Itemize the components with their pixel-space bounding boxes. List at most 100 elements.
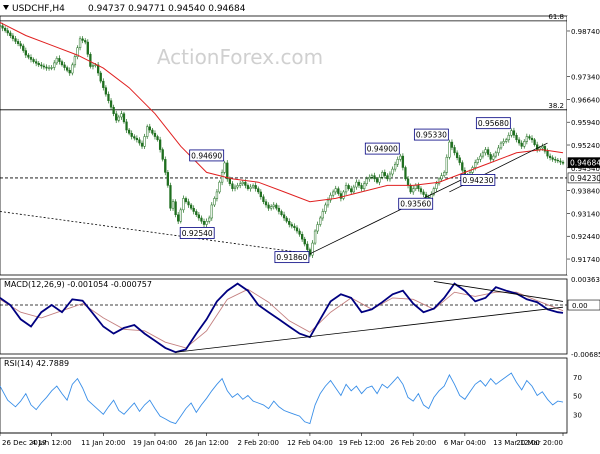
candle-body [538, 147, 541, 150]
price-annotation: 0.95330 [413, 128, 449, 141]
candle-body [362, 183, 366, 189]
candle-body [228, 178, 231, 185]
annotation-box [413, 128, 449, 141]
candle-body [122, 113, 126, 123]
candle-body [244, 181, 247, 186]
candle-body [37, 62, 40, 66]
macd-tick-label: -0.006858 [571, 351, 600, 359]
x-tick-label: 11 Jan 20:00 [81, 439, 125, 447]
candle-body [1, 25, 4, 29]
macd-line [0, 282, 564, 354]
candle-body [117, 116, 120, 121]
candle-body [115, 113, 118, 121]
candle-body [192, 207, 195, 212]
candle-body [102, 80, 105, 88]
candle-body [357, 181, 361, 186]
price-tick-label: 0.97340 [571, 74, 600, 82]
x-tick-label: 13 Mar 12:00 [493, 439, 540, 447]
price-panel: 0.98740 0.97340 0.96640 0.95940 0.95240 0.945… [0, 13, 600, 276]
candle-body [381, 172, 384, 178]
candle-body [329, 194, 332, 201]
macd-value-text: 0.00 [572, 302, 588, 310]
candle-body [6, 30, 9, 34]
chart-header: USDCHF,H4 0.94737 0.94771 0.94540 0.9468… [3, 4, 246, 14]
candle-body [60, 61, 64, 66]
candle-body [386, 175, 389, 180]
candle-body [270, 206, 273, 209]
candle-body [530, 137, 534, 141]
candle-body [422, 191, 425, 195]
x-tick-label: 6 Mar 04:00 [444, 439, 486, 447]
price-annotation: 0.93560 [398, 197, 434, 210]
candle-body [146, 126, 149, 137]
price-tick-label: 0.94540 [571, 165, 600, 173]
candle-body [334, 188, 337, 193]
candle-body [378, 177, 381, 183]
annotation-label: 0.91860 [276, 253, 307, 262]
candle-body [133, 136, 136, 139]
candle-body [151, 129, 154, 134]
candle-body [11, 35, 15, 39]
candle-body [337, 188, 340, 194]
candle-body [9, 32, 12, 37]
candle-body [53, 62, 56, 68]
candle-body [528, 136, 531, 139]
annotation-label: 0.95330 [416, 131, 447, 140]
candle-body [254, 185, 257, 189]
candle-body [205, 220, 208, 225]
annotation-box [460, 174, 496, 186]
candle-body [210, 204, 213, 219]
candle-body [27, 54, 30, 58]
support-callout-box [567, 172, 600, 184]
candle-body [355, 181, 358, 188]
candle-body [458, 157, 461, 163]
candle-body [14, 38, 17, 42]
annotation-label: 0.93560 [400, 200, 431, 209]
candle-body [404, 167, 407, 180]
candle-body [303, 238, 306, 245]
candle-body [499, 142, 503, 149]
candle-body [316, 224, 319, 232]
candle-body [55, 58, 58, 64]
candle-body [388, 173, 392, 180]
candle-body [476, 159, 479, 163]
candle-body [156, 136, 159, 141]
macd-trendline [433, 281, 564, 302]
candle-body [546, 150, 549, 157]
price-annotation: 0.91860 [274, 251, 310, 264]
candle-body [16, 41, 20, 44]
candle-body [29, 57, 33, 60]
candle-body [158, 139, 162, 150]
candle-body [313, 230, 317, 244]
last-price-callout: 0.94684 [567, 157, 600, 168]
candle-body [481, 152, 485, 157]
price-annotation: 0.94690 [189, 149, 225, 162]
candle-body [174, 201, 177, 215]
candle-body [259, 191, 262, 198]
candle-body [63, 64, 66, 68]
candle-body [104, 87, 108, 95]
candle-body [347, 185, 350, 189]
candle-body [507, 134, 510, 141]
candle-body [533, 139, 536, 145]
candle-body [391, 168, 394, 175]
candle-body [551, 157, 554, 160]
rsi-tick-label: 70 [573, 374, 582, 382]
candle-body [280, 211, 283, 215]
candle-body [78, 38, 82, 49]
candle-body [71, 64, 74, 74]
candle-body [515, 134, 518, 141]
candle-body [554, 159, 557, 161]
candle-body [277, 207, 281, 212]
candle-body [419, 188, 423, 193]
candle-body [4, 27, 7, 31]
candle-body [339, 193, 343, 199]
candle-body [486, 149, 490, 155]
candle-body [143, 136, 146, 147]
candle-body [373, 175, 376, 180]
rsi-tick-label: 30 [573, 411, 582, 419]
dropdown-arrow-icon[interactable] [3, 5, 9, 10]
candle-body [22, 45, 25, 51]
candle-body [293, 225, 296, 229]
